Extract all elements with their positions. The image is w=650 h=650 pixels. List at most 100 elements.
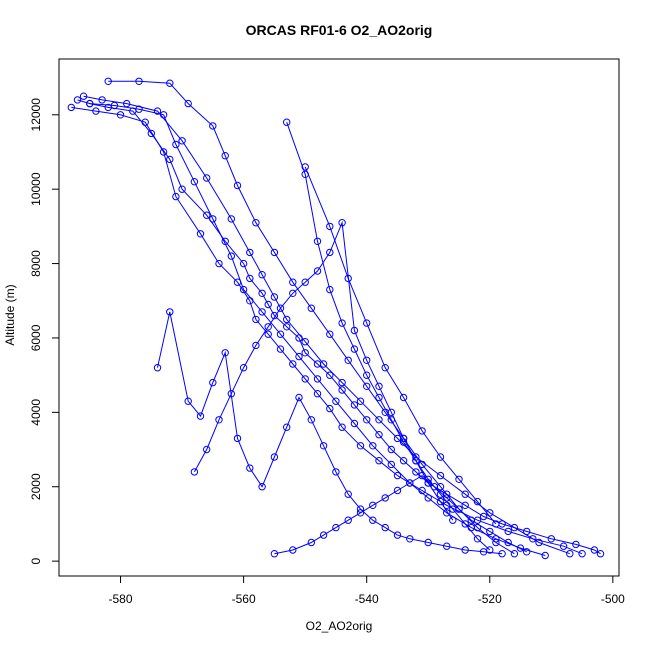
data-point	[190, 178, 199, 186]
data-point	[424, 475, 432, 483]
data-point	[172, 140, 180, 149]
data-point	[239, 259, 248, 268]
data-point	[258, 483, 266, 491]
data-point	[449, 505, 457, 513]
data-point	[344, 490, 352, 498]
data-point	[436, 453, 445, 461]
data-point	[344, 274, 352, 283]
data-point	[289, 289, 297, 297]
y-axis-label: Altitude (m)	[3, 284, 17, 345]
y-tick-label: 2000	[29, 473, 43, 500]
data-point	[338, 386, 346, 394]
data-point	[215, 259, 223, 268]
data-point	[338, 378, 346, 387]
data-point	[147, 129, 156, 138]
data-point	[178, 185, 186, 193]
data-point	[258, 308, 266, 316]
data-point	[449, 516, 457, 524]
y-axis: 0 2000 4000 6000 8000 10000 12000	[29, 98, 60, 564]
data-point	[363, 319, 371, 327]
y-tick-label: 10000	[29, 172, 43, 206]
series-line-4	[108, 80, 515, 555]
data-point	[387, 416, 395, 424]
data-point	[215, 416, 223, 424]
data-point	[350, 326, 359, 335]
data-point	[270, 248, 279, 257]
data-point	[486, 546, 494, 554]
y-tick-label: 6000	[29, 324, 43, 351]
data-point	[283, 423, 291, 431]
data-point	[578, 550, 586, 558]
data-point	[375, 382, 383, 390]
data-point	[123, 99, 131, 108]
data-point	[283, 315, 291, 324]
data-point	[541, 551, 549, 560]
x-tick-label: -520	[478, 592, 502, 606]
data-point	[190, 468, 199, 476]
data-point	[443, 542, 451, 550]
data-point	[338, 219, 346, 227]
data-point	[523, 548, 531, 556]
data-point	[338, 423, 346, 431]
data-point	[350, 345, 359, 353]
data-point	[319, 442, 328, 450]
data-point	[110, 101, 119, 110]
data-point	[209, 215, 217, 223]
data-point	[239, 364, 248, 372]
data-point	[153, 107, 162, 115]
data-point	[289, 546, 297, 554]
data-point	[590, 546, 599, 554]
data-point	[461, 546, 469, 554]
data-point	[203, 445, 211, 454]
data-point	[326, 404, 334, 413]
data-point	[289, 360, 297, 368]
data-point	[424, 494, 432, 502]
data-point	[455, 475, 463, 483]
data-point	[98, 96, 106, 104]
data-point	[184, 99, 192, 108]
data-point	[264, 330, 272, 338]
data-point	[246, 248, 254, 257]
data-point	[326, 285, 334, 294]
data-point	[479, 512, 488, 521]
data-point	[67, 103, 76, 112]
data-point	[375, 431, 383, 439]
data-point	[227, 215, 236, 223]
data-point	[258, 289, 266, 297]
data-point	[504, 527, 512, 536]
data-point	[486, 527, 494, 536]
data-point	[332, 397, 340, 405]
data-point	[381, 523, 389, 532]
data-point	[393, 471, 402, 480]
data-point	[283, 323, 291, 331]
data-point	[516, 544, 525, 552]
data-point	[498, 550, 506, 558]
data-point	[350, 419, 359, 428]
data-point	[295, 393, 303, 402]
data-point	[363, 371, 371, 379]
data-point	[399, 457, 408, 465]
data-point	[547, 535, 555, 543]
data-point	[369, 442, 377, 450]
data-point	[184, 397, 192, 405]
data-point	[104, 77, 112, 86]
data-point	[387, 408, 395, 416]
data-point	[436, 490, 445, 498]
data-point	[350, 401, 359, 409]
data-point	[572, 540, 580, 549]
x-tick-label: -560	[232, 592, 256, 606]
data-point	[141, 118, 149, 126]
data-point	[313, 237, 322, 246]
data-point	[258, 271, 266, 279]
data-point	[295, 352, 303, 361]
data-point	[387, 460, 395, 469]
data-point	[276, 330, 285, 338]
data-point	[209, 378, 217, 387]
series-group	[67, 77, 605, 560]
y-tick-label: 8000	[29, 250, 43, 277]
data-point	[338, 319, 346, 327]
data-point	[326, 248, 334, 257]
data-point	[79, 92, 88, 100]
data-point	[363, 356, 371, 364]
data-point	[326, 330, 334, 338]
